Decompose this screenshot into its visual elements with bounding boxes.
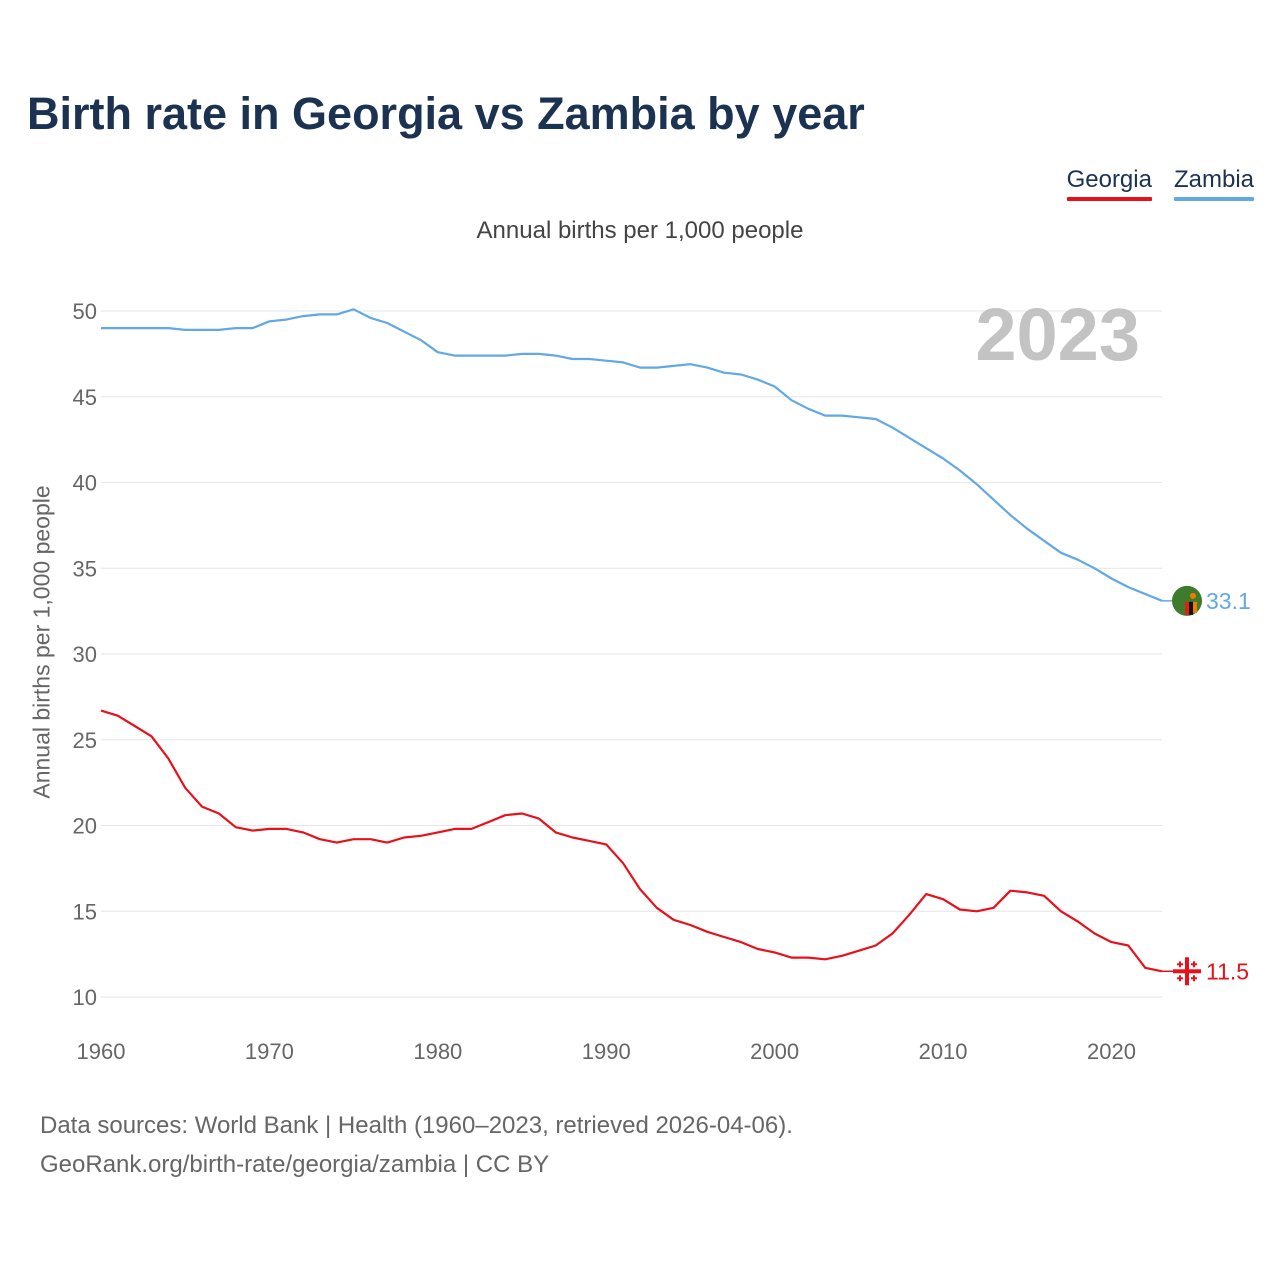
x-tick-2020: 2020 [1087, 1039, 1136, 1064]
line-chart: 10 15 20 25 30 35 40 45 50 1960 1970 1980 1990 2000 2… [73, 293, 1251, 1064]
x-tick-1970: 1970 [245, 1039, 294, 1064]
legend-swatch-georgia [1066, 197, 1152, 201]
legend-item-georgia[interactable]: Georgia [1066, 166, 1152, 201]
y-tick-labels: 10 15 20 25 30 35 40 45 50 [73, 299, 97, 1010]
legend-label-zambia: Zambia [1173, 166, 1254, 193]
y-tick-30: 30 [73, 642, 97, 667]
footer-link[interactable]: GeoRank.org/birth-rate/georgia/zambia | … [40, 1151, 550, 1178]
legend: Georgia Zambia [1066, 166, 1254, 201]
y-tick-20: 20 [73, 814, 97, 839]
x-tick-2000: 2000 [750, 1039, 799, 1064]
year-watermark: 2023 [975, 293, 1140, 376]
legend-label-georgia: Georgia [1066, 166, 1152, 193]
chart-title: Birth rate in Georgia vs Zambia by year [27, 88, 865, 139]
legend-item-zambia[interactable]: Zambia [1173, 166, 1254, 201]
y-tick-15: 15 [73, 899, 97, 924]
chart-subtitle: Annual births per 1,000 people [476, 217, 804, 244]
y-tick-45: 45 [73, 385, 97, 410]
series-line-georgia[interactable] [100, 709, 1163, 973]
footer: Data sources: World Bank | Health (1960–… [40, 1106, 793, 1184]
x-tick-1960: 1960 [77, 1039, 126, 1064]
end-label-zambia: 33.1 [1206, 588, 1251, 614]
zambia-flag-icon [1172, 585, 1202, 616]
x-tick-2010: 2010 [919, 1039, 968, 1064]
y-tick-25: 25 [73, 728, 97, 753]
x-tick-1980: 1980 [413, 1039, 462, 1064]
y-tick-50: 50 [73, 299, 97, 324]
series-line-zambia[interactable] [101, 308, 1163, 602]
end-label-georgia: 11.5 [1206, 958, 1249, 984]
grid-lines [101, 310, 1162, 998]
series-lines [100, 308, 1163, 973]
y-tick-35: 35 [73, 556, 97, 581]
series-endpoints: 11.5 33.1 [1162, 585, 1251, 986]
y-tick-10: 10 [73, 985, 97, 1010]
x-tick-labels: 1960 1970 1980 1990 2000 2010 2020 [77, 1039, 1136, 1064]
georgia-flag-icon [1173, 957, 1201, 986]
x-tick-1990: 1990 [582, 1039, 631, 1064]
footer-source: Data sources: World Bank | Health (1960–… [40, 1112, 793, 1139]
y-tick-40: 40 [73, 471, 97, 496]
legend-swatch-zambia [1173, 197, 1254, 201]
